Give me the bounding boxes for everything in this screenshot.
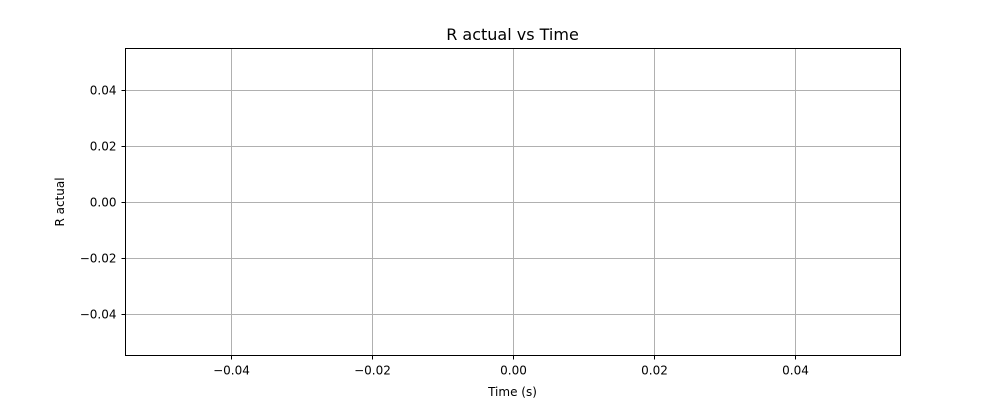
x-tick-label: 0.02 xyxy=(641,364,668,378)
y-tick-label: −0.02 xyxy=(80,252,117,266)
x-axis-label: Time (s) xyxy=(487,385,537,399)
y-tick-label: −0.04 xyxy=(80,308,117,322)
grid-lines xyxy=(125,48,901,356)
y-axis-label: R actual xyxy=(53,177,67,226)
y-tick-label: 0.00 xyxy=(90,196,117,210)
y-axis-ticks: −0.04 −0.02 0.00 0.02 0.04 xyxy=(80,84,126,322)
chart-title: R actual vs Time xyxy=(446,25,579,44)
x-tick-label: 0.00 xyxy=(500,364,527,378)
x-tick-label: −0.02 xyxy=(354,364,391,378)
x-tick-label: 0.04 xyxy=(782,364,809,378)
y-tick-label: 0.02 xyxy=(90,140,117,154)
x-tick-label: −0.04 xyxy=(213,364,250,378)
y-tick-label: 0.04 xyxy=(90,84,117,98)
x-axis-ticks: −0.04 −0.02 0.00 0.02 0.04 xyxy=(213,355,809,378)
